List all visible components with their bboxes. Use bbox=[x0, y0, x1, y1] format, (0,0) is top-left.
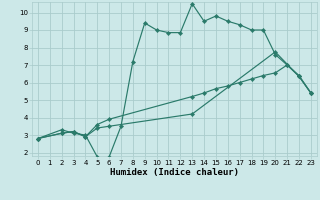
X-axis label: Humidex (Indice chaleur): Humidex (Indice chaleur) bbox=[110, 168, 239, 177]
